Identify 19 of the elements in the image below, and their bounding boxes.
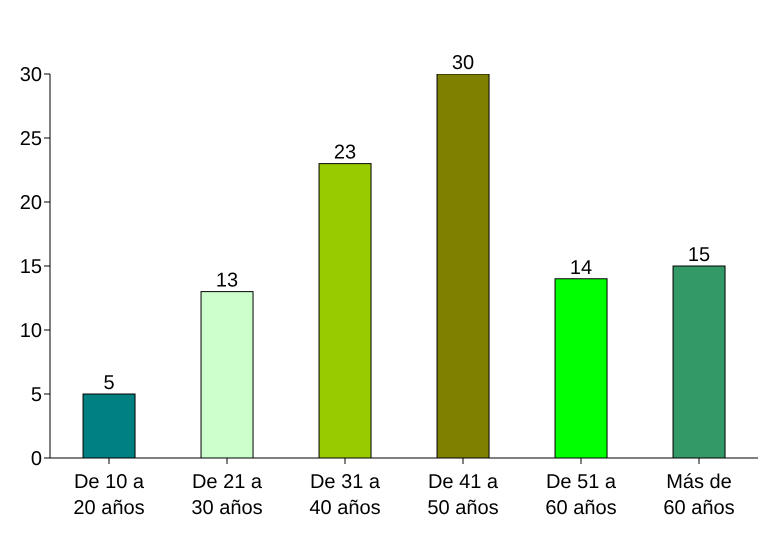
x-tick-label: Más de 60 años bbox=[663, 471, 735, 519]
data-label: 14 bbox=[570, 256, 592, 279]
y-tick-label: 15 bbox=[20, 256, 42, 278]
y-tick-label: 30 bbox=[20, 64, 42, 86]
x-tick-label: De 10 a 20 años bbox=[73, 471, 145, 519]
x-tick-label: De 31 a 40 años bbox=[309, 471, 381, 519]
x-tick-label: De 41 a 50 años bbox=[427, 471, 499, 519]
y-tick-label: 5 bbox=[30, 384, 42, 406]
y-tick-label: 10 bbox=[20, 320, 42, 342]
data-label: 30 bbox=[452, 52, 474, 74]
data-label: 5 bbox=[103, 372, 115, 394]
data-label: 23 bbox=[334, 142, 356, 164]
data-label: 13 bbox=[216, 270, 238, 292]
y-tick-label: 25 bbox=[20, 128, 42, 150]
y-tick-label: 20 bbox=[20, 192, 42, 214]
y-tick-label: 0 bbox=[30, 448, 42, 470]
x-tick-label: De 51 a 60 años bbox=[545, 471, 617, 519]
x-tick-label: De 21 a 30 años bbox=[191, 471, 263, 519]
data-label: 15 bbox=[688, 244, 710, 266]
